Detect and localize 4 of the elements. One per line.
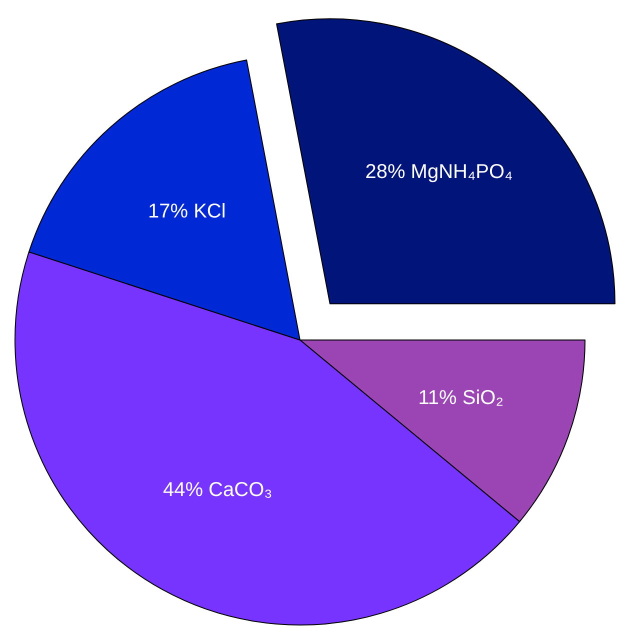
slice-label: 11% SiO₂ [418, 386, 504, 409]
slice-label: 44% CaCO₃ [162, 478, 272, 501]
slice-label: 28% MgNH₄PO₄ [365, 161, 513, 184]
slice-label: 17% KCl [148, 200, 226, 223]
